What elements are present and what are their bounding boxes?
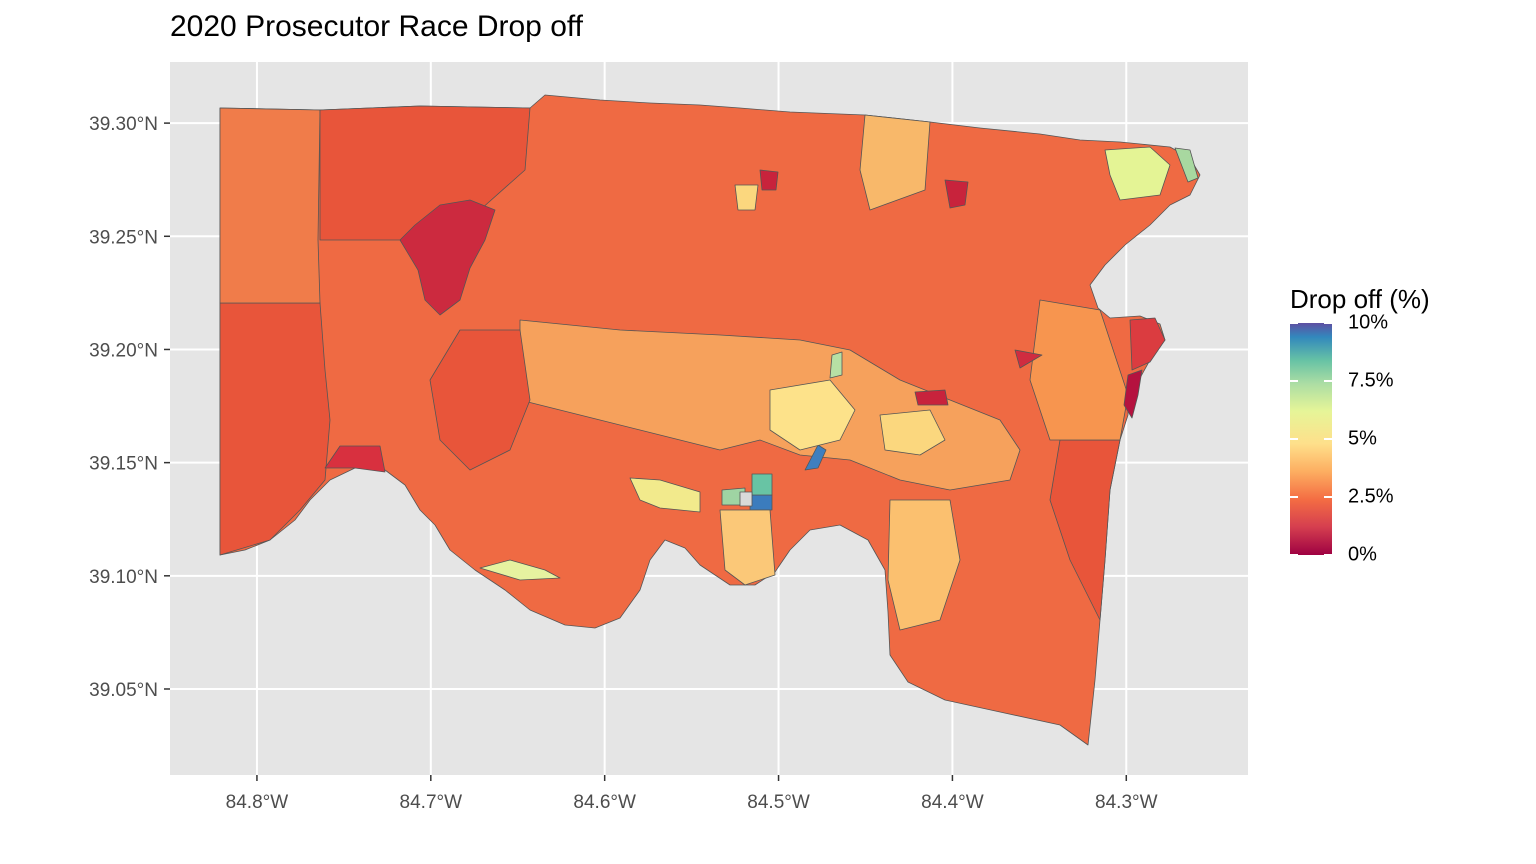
x-tick-label: 84.5°W xyxy=(747,792,810,813)
county-precincts xyxy=(219,94,1201,746)
precinct-northwest xyxy=(219,107,321,304)
precinct-se-light xyxy=(887,499,961,631)
legend-tick-label: 10% xyxy=(1348,311,1389,334)
precinct-dark-red-n2 xyxy=(759,169,779,191)
precinct-west-block xyxy=(219,302,331,556)
x-axis: 84.8°W 84.7°W 84.6°W 84.5°W 84.4°W 84.3°W xyxy=(226,775,1158,813)
precinct-east-orange xyxy=(1029,299,1129,441)
precinct-green-sliver xyxy=(829,351,843,379)
y-tick-label: 39.30°N xyxy=(89,114,158,135)
y-tick-label: 39.10°N xyxy=(89,567,158,588)
precinct-downtown-missing xyxy=(739,491,753,507)
x-tick-label: 84.4°W xyxy=(921,792,984,813)
legend-title: Drop off (%) xyxy=(1290,284,1430,314)
precinct-dark-red-e xyxy=(914,389,949,406)
precinct-light-strip-center xyxy=(719,509,776,586)
y-tick-label: 39.15°N xyxy=(89,454,158,475)
x-tick-label: 84.6°W xyxy=(573,792,636,813)
precinct-dark-red-n1 xyxy=(944,179,969,209)
precinct-ne xyxy=(859,114,931,211)
legend-tick-label: 5% xyxy=(1348,427,1377,450)
precinct-ne-corner-green xyxy=(1174,147,1199,183)
x-tick-label: 84.3°W xyxy=(1095,792,1158,813)
y-tick-label: 39.25°N xyxy=(89,227,158,248)
precinct-sw-river xyxy=(324,445,386,473)
precinct-red-river-east xyxy=(1129,317,1166,371)
precinct-blue-strip xyxy=(804,444,827,471)
precinct-yellow-center xyxy=(769,379,856,451)
precinct-east-edge-dark xyxy=(1123,369,1143,419)
legend-tick-label: 0% xyxy=(1348,543,1377,566)
precinct-center-red xyxy=(429,329,531,471)
precinct-yellow-north xyxy=(734,184,759,211)
y-tick-label: 39.20°N xyxy=(89,340,158,361)
y-axis: 39.30°N 39.25°N 39.20°N 39.15°N 39.10°N 39.05… xyxy=(89,114,170,701)
precinct-ne-corner-yellow xyxy=(1104,146,1171,201)
x-tick-label: 84.7°W xyxy=(400,792,463,813)
legend: Drop off (%) 10% 7.5% 5% 2.5% 0% xyxy=(1290,284,1430,566)
precinct-downtown-blue xyxy=(749,494,773,511)
legend-tick-label: 2.5% xyxy=(1348,485,1394,508)
precinct-dark-red-ne xyxy=(1014,349,1043,369)
map-title: 2020 Prosecutor Race Drop off xyxy=(170,10,584,43)
legend-colorbar: 10% 7.5% 5% 2.5% 0% xyxy=(1290,312,1430,566)
precinct-east-red xyxy=(1049,439,1121,621)
precinct-yellow-green-sw xyxy=(479,559,561,581)
y-tick-label: 39.05°N xyxy=(89,680,158,701)
precinct-yellow-west xyxy=(629,477,701,513)
precinct-yellow-east xyxy=(879,409,946,456)
x-tick-label: 84.8°W xyxy=(226,792,289,813)
precinct-downtown-teal xyxy=(751,473,773,496)
precinct-reservoir xyxy=(399,199,496,316)
legend-tick-label: 7.5% xyxy=(1348,369,1394,392)
